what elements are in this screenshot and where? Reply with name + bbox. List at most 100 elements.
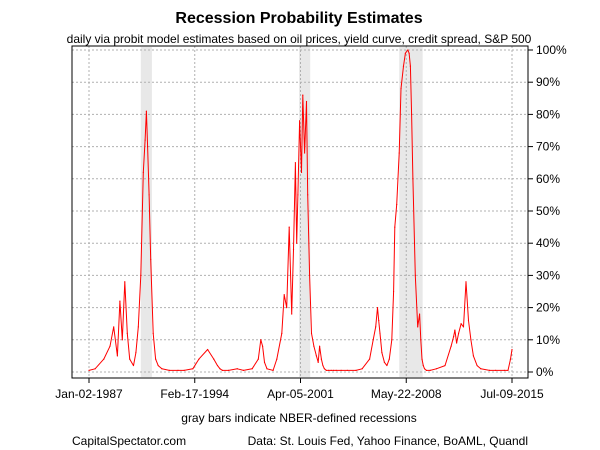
data-point (423, 368, 426, 370)
y-tick-label: 10% (536, 333, 560, 347)
data-point (124, 281, 126, 283)
data-point (422, 364, 424, 367)
y-tick-label: 60% (536, 172, 560, 186)
y-tick-label: 80% (536, 107, 560, 121)
data-point (421, 358, 423, 360)
data-point (161, 368, 163, 370)
data-point (288, 226, 290, 228)
data-point (454, 329, 456, 331)
y-tick-label: 30% (536, 268, 560, 282)
data-point (129, 358, 131, 360)
data-point (113, 326, 115, 328)
recession-bar-3 (399, 47, 423, 377)
data-point (450, 345, 452, 347)
x-tick-label: May-22-2008 (371, 387, 442, 401)
data-point (480, 368, 482, 370)
data-point (394, 226, 396, 228)
data-point (398, 152, 400, 154)
data-point (511, 348, 513, 351)
data-point (135, 352, 137, 354)
data-point (460, 323, 462, 325)
y-tick-label: 70% (536, 140, 560, 154)
data-point (407, 49, 409, 51)
data-point (299, 120, 301, 122)
data-point (509, 358, 512, 360)
data-point (168, 369, 170, 371)
data-point (302, 94, 304, 96)
data-point (425, 369, 428, 371)
data-point (121, 339, 123, 341)
data-point (325, 369, 327, 371)
data-point (292, 249, 295, 251)
y-axis: 0% 10% 20% 30% 40% 50% 60% 70% 80% 90% 100% (528, 43, 567, 379)
data-point (476, 364, 478, 367)
data-point (346, 369, 348, 371)
data-point (266, 368, 268, 370)
data-point (376, 307, 379, 309)
data-point (418, 313, 421, 315)
data-point (147, 146, 149, 148)
data-point (257, 358, 259, 360)
data-point (400, 88, 402, 90)
data-point (157, 364, 159, 367)
data-point (213, 358, 215, 360)
data-point (412, 178, 414, 180)
data-point (307, 194, 309, 196)
data-point (444, 364, 446, 367)
data-point (417, 326, 419, 328)
recession-bars (140, 47, 423, 377)
data-point (272, 369, 274, 371)
data-point (495, 369, 497, 371)
data-point (319, 345, 321, 347)
data-point (281, 332, 283, 334)
data-point (297, 194, 299, 196)
data-point (303, 152, 306, 154)
data-point (411, 113, 413, 115)
data-point (375, 326, 377, 328)
data-point (313, 345, 315, 347)
data-point (507, 369, 509, 371)
data-point (308, 274, 311, 276)
data-point (109, 345, 111, 347)
data-point (317, 361, 319, 363)
data-point (251, 368, 253, 370)
x-tick-label: Apr-05-2001 (267, 387, 334, 401)
data-point (456, 342, 458, 344)
data-point (103, 358, 105, 360)
data-point (283, 294, 285, 296)
data-point (333, 369, 335, 371)
data-point (132, 364, 135, 367)
data-point (467, 319, 470, 322)
data-point (126, 332, 128, 334)
data-point (420, 339, 422, 341)
data-point (286, 307, 288, 309)
data-point (119, 300, 121, 302)
data-point (409, 65, 411, 67)
y-tick-label: 100% (536, 43, 567, 57)
x-tick-label: Feb-17-1994 (160, 387, 229, 401)
data-point (88, 369, 90, 371)
data-point (429, 369, 431, 371)
data-point (300, 171, 303, 173)
data-point (408, 52, 410, 54)
data-point (144, 139, 146, 141)
data-point (388, 358, 390, 360)
data-point (355, 369, 357, 371)
data-point (305, 100, 308, 103)
data-point (372, 339, 374, 341)
data-point (177, 369, 179, 371)
data-point (192, 368, 194, 370)
data-point (383, 361, 385, 363)
data-point (228, 369, 230, 371)
data-point (378, 319, 380, 322)
data-point (381, 352, 383, 354)
data-point (263, 361, 266, 363)
data-point (260, 339, 262, 341)
data-point (198, 358, 200, 360)
data-point (291, 313, 293, 315)
data-point (94, 368, 96, 370)
data-point (335, 369, 337, 371)
data-point (392, 290, 395, 293)
data-point (294, 162, 297, 164)
